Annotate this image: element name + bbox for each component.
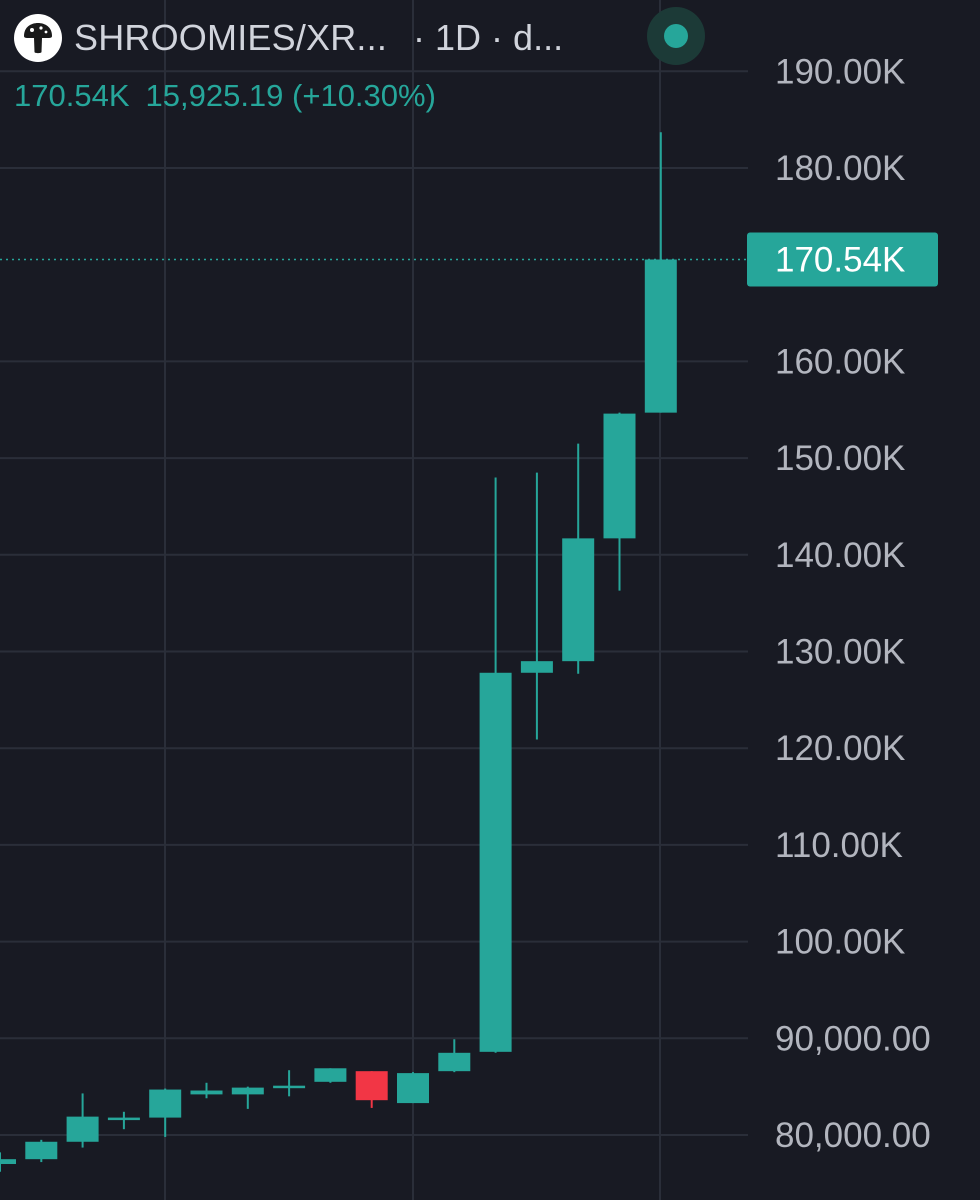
candle-body [644,259,677,413]
candle-body [479,672,512,1052]
y-tick-label: 150.00K [775,439,905,478]
candle-body [397,1073,429,1104]
y-tick-label: 160.00K [775,342,905,381]
interval-label[interactable]: · 1D · d... [413,17,564,58]
chart-header: SHROOMIES/XR... · 1D · d... [14,14,563,62]
candle-body [562,538,595,662]
status-dot-icon [664,24,688,48]
candle-body [190,1090,223,1095]
symbol-title[interactable]: SHROOMIES/XR... [74,17,388,58]
y-tick-label: 120.00K [775,729,905,768]
y-tick-label: 190.00K [775,52,905,91]
candle-body [66,1116,99,1142]
candles [0,132,677,1172]
price-axis[interactable]: 190.00K 180.00K 160.00K 150.00K 140.00K 130.0… [747,52,938,1155]
y-tick-label: 130.00K [775,633,905,672]
candle-body [603,413,636,539]
current-price-label: 170.54K [775,240,905,279]
legend-last-price: 170.54K [14,78,130,113]
candle-body [273,1085,306,1089]
candle-body [149,1089,182,1118]
y-tick-label: 80,000.00 [775,1116,931,1155]
y-tick-label: 90,000.00 [775,1019,931,1058]
mushroom-icon[interactable] [14,14,62,62]
candle-body [438,1052,471,1072]
market-status-indicator[interactable] [647,7,705,65]
candle-body [107,1117,140,1121]
legend-change: 15,925.19 (+10.30%) [145,78,436,113]
candle-body [520,661,553,673]
candle-body [0,1159,16,1165]
y-tick-label: 140.00K [775,536,905,575]
candle-body [355,1071,388,1101]
candle-body [314,1068,347,1082]
current-price-badge[interactable] [747,232,938,287]
candle-body [231,1087,264,1095]
y-tick-label: 180.00K [775,149,905,188]
price-legend: 170.54K 15,925.19 (+10.30%) [14,78,452,114]
candle-body [25,1141,58,1160]
y-tick-label: 100.00K [775,923,905,962]
horizontal-grid [0,70,748,1136]
y-tick-label: 110.00K [775,826,903,865]
